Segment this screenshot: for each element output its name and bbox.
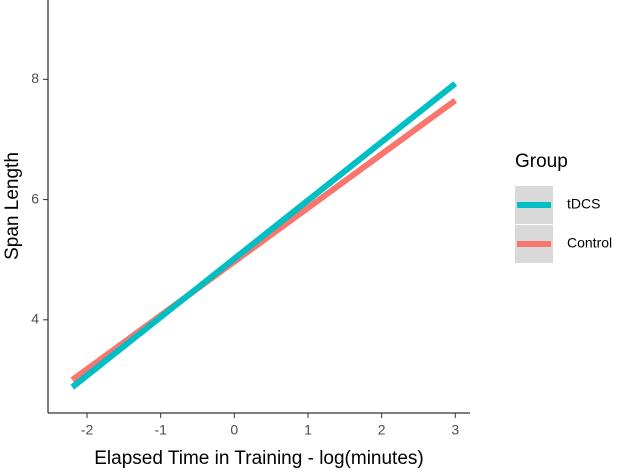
legend-title: Group [515, 151, 568, 172]
y-axis-title: Span Length [2, 152, 23, 260]
x-tick-label: 1 [304, 422, 312, 438]
fit-line [70, 81, 458, 390]
x-tick-label: -2 [81, 422, 94, 438]
x-axis-title: Elapsed Time in Training - log(minutes) [94, 448, 423, 469]
x-tick-label: 3 [451, 422, 459, 438]
legend-label: tDCS [567, 196, 600, 212]
y-tick-label: 8 [31, 70, 39, 86]
y-tick-label: 4 [31, 311, 39, 327]
x-tick-label: 0 [230, 422, 238, 438]
y-tick-label: 6 [31, 190, 39, 206]
legend-label: Control [567, 235, 612, 251]
x-tick-label: -1 [154, 422, 167, 438]
x-tick-label: 2 [378, 422, 386, 438]
